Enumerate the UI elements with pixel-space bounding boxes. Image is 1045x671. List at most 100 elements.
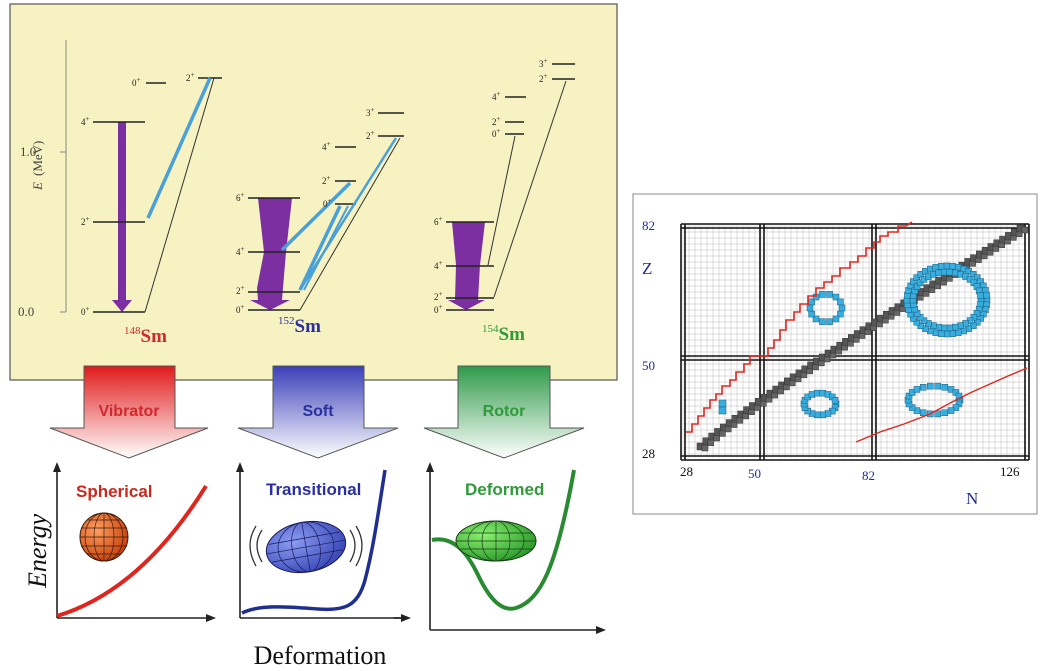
level-label: 4+ [492, 90, 501, 102]
stability-valley-cell [713, 434, 720, 442]
level-label: 2+ [539, 72, 548, 84]
energy-axis: 1.0 0.0 E (MeV) [18, 40, 67, 319]
deformation-island-cell [838, 304, 846, 312]
level-label: 4+ [236, 245, 245, 257]
stability-valley-cell [725, 425, 732, 433]
deformation-island-cell [938, 263, 945, 270]
tick-label-1: 1.0 [20, 144, 36, 159]
deformation-island-cell [943, 330, 951, 338]
deformed-title: Deformed [465, 480, 544, 499]
nuclide-chart-panel: Z 82 50 28 28 50 82 126 N [632, 193, 1038, 515]
level-label: 2+ [322, 174, 331, 186]
deformation-island-cell [920, 317, 928, 324]
n-tick-28: 28 [680, 464, 693, 479]
deformation-island-cell [952, 323, 959, 331]
nucleus-154sm-levels: 0+ 2+ 4+ 6+ 0+ 2+ 4+ 2+ 3+ 154Sm [434, 57, 575, 345]
deformation-island-cell [973, 274, 981, 281]
level-label: 2+ [236, 284, 245, 296]
energy-axis-unit: (MeV) [30, 141, 45, 176]
n-tick-82: 82 [862, 468, 875, 483]
level-label: 0+ [132, 76, 141, 88]
level-label: 2+ [81, 215, 90, 227]
deformation-island-cell [947, 407, 955, 414]
z-tick-28: 28 [642, 446, 655, 461]
level-label: 2+ [434, 290, 443, 302]
deformation-island-cell [808, 310, 815, 318]
level-label: 4+ [434, 259, 443, 271]
nucleus-148sm-levels: 0+ 2+ 4+ 0+ 2+ 148Sm [81, 71, 222, 347]
deformation-island-cell [826, 291, 833, 298]
soft-label: Soft [302, 403, 334, 420]
spherical-potential-panel: Spherical [53, 462, 216, 622]
deformation-island-cell [832, 315, 840, 323]
n-tick-126: 126 [1000, 464, 1020, 479]
n-tick-50: 50 [748, 466, 761, 481]
stability-valley-cell [701, 444, 709, 452]
deformation-island-cell [927, 382, 934, 390]
nucleus-152sm-levels: 0+ 2+ 4+ 6+ 0+ 2+ 4+ 2+ 3+ 152Sm [236, 106, 404, 337]
spherical-curve [56, 484, 208, 618]
transitional-nucleus-icon [249, 520, 363, 574]
deformation-island-cell [940, 324, 948, 332]
transitional-potential-panel: Transitional [236, 462, 411, 622]
level-label: 0+ [81, 305, 90, 317]
deformation-island-cell [718, 399, 727, 408]
level-label: 3+ [539, 57, 548, 69]
deformation-island-cell [913, 319, 921, 326]
deformation-island-cell [938, 330, 945, 337]
deformation-island-cell [718, 406, 727, 415]
level-label: 3+ [366, 106, 375, 118]
deformation-island-cell [983, 291, 990, 299]
deformation-island-cell [813, 389, 821, 397]
deformation-island-cell [819, 291, 826, 298]
level-scheme-panel: 1.0 0.0 E (MeV) 0+ 2+ 4+ 0+ 2+ 148Sm [9, 3, 618, 381]
deformation-island-cell [826, 318, 833, 325]
nuclide-chart-cells [696, 224, 1029, 452]
level-label: 0+ [323, 197, 332, 209]
nucleus-154sm-label: 154Sm [482, 323, 525, 345]
spherical-title: Spherical [76, 482, 153, 501]
z-tick-82: 82 [642, 218, 655, 233]
stability-valley-cell [1021, 226, 1029, 234]
transitional-title: Transitional [266, 480, 361, 499]
deformation-island-cell [934, 382, 941, 390]
rotor-arrow: Rotor [423, 365, 585, 459]
deformation-island-cell [943, 262, 951, 270]
level-label: 0+ [236, 303, 245, 315]
level-label: 0+ [434, 303, 443, 315]
deformation-island-cell [819, 318, 826, 325]
level-label: 2+ [186, 71, 195, 83]
level-label: 2+ [366, 129, 375, 141]
deformation-island-cell [806, 304, 814, 312]
deformation-island-cell [946, 268, 954, 276]
energy-axis-symbol: E [30, 182, 45, 191]
deformation-island-cell [916, 279, 924, 287]
tick-label-0: 0.0 [18, 304, 34, 319]
deformation-island-cell [955, 329, 962, 336]
deformation-island-cell [940, 268, 948, 276]
deformation-island-cell [973, 319, 981, 326]
deformation-island-cell [935, 269, 942, 277]
rotor-label: Rotor [483, 403, 526, 420]
deformed-nucleus-icon [455, 520, 537, 562]
stability-valley-cell [707, 439, 715, 447]
deformation-island-cell [919, 384, 927, 391]
deformation-island-cell [934, 410, 941, 418]
deformation-island-cell [977, 315, 984, 322]
level-label: 4+ [81, 115, 90, 127]
level-label: 6+ [434, 215, 443, 227]
deformation-island-cell [837, 298, 844, 306]
level-label: 4+ [322, 140, 331, 152]
purple-band [250, 198, 292, 310]
deformation-axis-label: Deformation [254, 641, 387, 670]
nucleus-148sm-label: 148Sm [124, 325, 167, 347]
deformation-island-cell [941, 409, 949, 416]
nucleus-152sm-label: 152Sm [278, 315, 321, 337]
level-label: 0+ [492, 127, 501, 139]
stability-valley-cell [719, 430, 726, 437]
deformed-potential-panel: Deformed [426, 462, 606, 634]
deformation-island-cell [946, 324, 954, 332]
deformation-island-cell [949, 263, 956, 270]
energy-axis-label: Energy [23, 513, 52, 589]
